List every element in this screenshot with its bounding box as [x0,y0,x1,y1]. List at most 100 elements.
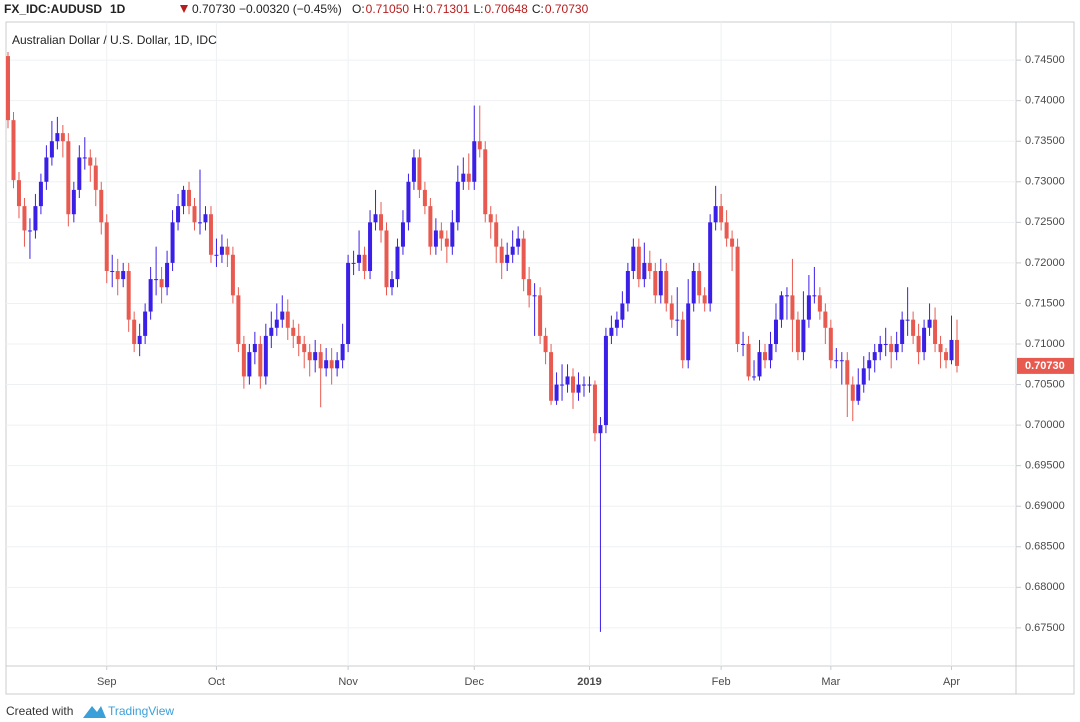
ohlc-value: 0.70648 [484,2,528,16]
candle-body [883,344,888,345]
candle-body [346,262,351,344]
candle-body [357,254,362,263]
candle-body [444,238,449,247]
candle-body [93,165,98,190]
y-tick-label: 0.68500 [1025,541,1065,553]
footer-brand[interactable]: TradingView [108,704,174,718]
grid [6,22,1016,666]
candle-body [104,222,109,272]
candle-body [422,189,427,207]
y-tick-label: 0.69000 [1025,500,1065,512]
candle-body [77,157,82,190]
candle-body [269,327,274,336]
candle-body [817,295,822,312]
candle-body [110,271,115,273]
candle-body [592,384,597,434]
candle-body [351,262,356,264]
logo [83,706,106,718]
x-tick-label: Mar [821,676,840,688]
candle-body [11,120,16,181]
candle-body [44,157,49,182]
candle-body [938,344,943,353]
ohlc-label: C: [532,2,544,16]
candle-body [126,271,131,320]
ohlc-value: 0.70730 [545,2,589,16]
last-price: 0.70730 [192,2,236,16]
last-price-box [1017,357,1074,374]
candle-body [768,344,773,361]
candle-body [603,335,608,426]
candle-body [49,141,54,158]
candle-body [170,222,175,263]
candle-body [620,303,625,320]
candle-body [417,157,422,190]
candle-body [176,206,181,223]
candle-body [878,344,883,353]
candle-body [318,352,323,369]
candle-body [60,133,65,142]
candle-body [598,425,603,434]
candle-body [538,295,543,336]
candle-body [581,384,586,386]
candle-body [647,262,652,272]
candle-body [763,352,768,361]
candle-body [6,56,10,121]
change: −0.00320 (−0.45%) [239,2,342,16]
candle-body [653,271,658,296]
down-arrow [180,5,188,13]
candle-body [472,141,477,182]
candle-body [181,189,186,207]
candle-body [461,173,466,182]
candle-body [757,352,762,377]
candle-body [121,271,126,280]
candle-body [38,181,43,207]
candle-body [230,254,235,296]
candle-body [933,319,938,344]
candle-body [686,303,691,361]
candle-body [812,295,817,297]
y-tick-label: 0.67500 [1025,622,1065,634]
candle-body [527,279,532,296]
candle-body [27,230,32,232]
candle-body [806,295,811,320]
candle-body [274,319,279,328]
candle-body [784,295,789,297]
candle-body [165,262,170,288]
candle-body [203,214,208,223]
candle-body [746,344,751,377]
candle-body [549,352,554,401]
candle-body [66,141,71,215]
x-tick-label: Nov [338,676,358,688]
candle-body [955,339,959,366]
ohlc-label: O: [352,2,365,16]
footer-prefix: Created with [6,704,73,718]
candle-body [850,384,855,401]
candle-body [296,335,301,344]
ohlc-value: 0.71301 [426,2,470,16]
candle-body [379,214,384,231]
candle-body [307,352,312,361]
candle-body [428,206,433,247]
candle-body [741,344,746,345]
chart-title: Australian Dollar / U.S. Dollar, 1D, IDC [12,33,217,47]
candle-body [82,157,87,159]
candle-body [143,311,148,336]
candle-body [702,295,707,304]
candle-body [187,189,192,207]
candle-body [631,246,636,272]
candle-body [466,173,471,182]
candle-body [560,384,565,386]
candle-body [324,360,329,369]
candle-body [291,327,296,336]
y-tick-label: 0.73500 [1025,135,1065,147]
candle-body [614,319,619,328]
candle-body [395,246,400,280]
candle-body [258,344,263,377]
y-tick-label: 0.70500 [1025,378,1065,390]
last-price-label: 0.70730 [1025,360,1065,372]
ohlc-label: H: [413,2,425,16]
candle-body [697,271,702,296]
candle-body [636,246,641,280]
y-tick-label: 0.69500 [1025,460,1065,472]
candle-body [88,157,93,166]
